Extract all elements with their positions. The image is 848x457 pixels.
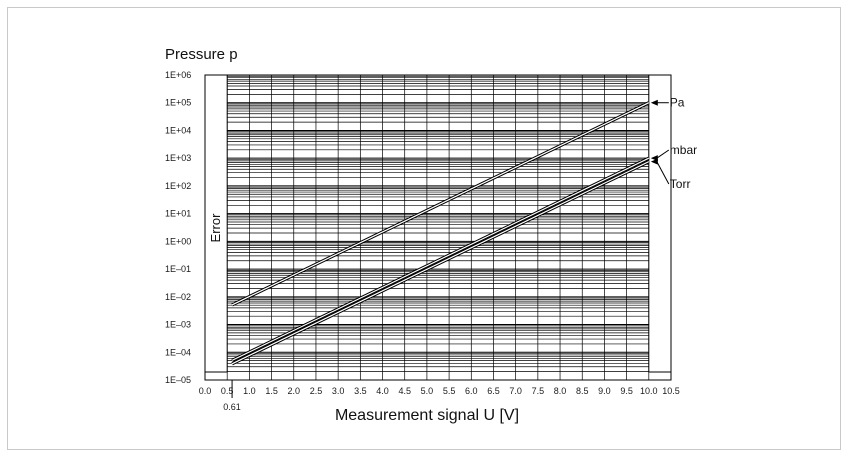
x-tick-label: 5.5 [443, 386, 456, 396]
x-tick-label: 1.0 [243, 386, 256, 396]
x-tick-label: 2.5 [310, 386, 323, 396]
x-tick-label: 7.0 [509, 386, 522, 396]
series-label-torr: Torr [670, 177, 691, 191]
series-labels: Pa mbar Torr [650, 96, 697, 191]
series-line-torr-inner [231, 161, 650, 365]
x-tick-label: 5.0 [421, 386, 434, 396]
series-label-mbar: mbar [670, 143, 697, 157]
series-line-mbar-inner [231, 157, 650, 361]
series-pointer-torr [656, 161, 670, 185]
x-tick-label: 0.0 [199, 386, 212, 396]
grid-lines [204, 74, 672, 381]
x-tick-label: 4.5 [398, 386, 411, 396]
x-tick-label: 7.5 [532, 386, 545, 396]
x-tick-labels: 0.0 0.5 1.0 1.5 2.0 2.5 3.0 3.5 4.0 4.5 5.0 5.5 6.0 6… [199, 380, 680, 412]
x-tick-label: 9.0 [598, 386, 611, 396]
y-tick-label: 1E+00 [165, 236, 191, 246]
y-tick-label: 1E–01 [165, 264, 191, 274]
x-tick-label: 4.0 [376, 386, 389, 396]
error-region [648, 74, 672, 373]
x-tick-label: 8.0 [554, 386, 567, 396]
x-tick-label: 8.5 [576, 386, 589, 396]
series-label-pa: Pa [670, 96, 685, 110]
x-tick-label: 10.0 [640, 386, 658, 396]
x-tick-label: 6.0 [465, 386, 478, 396]
error-regions: Error [204, 74, 672, 373]
x-tick-label: 10.5 [662, 386, 680, 396]
plot-border [204, 74, 672, 381]
x-tick-label: 9.5 [620, 386, 633, 396]
chart-title: Pressure p [165, 46, 238, 63]
y-tick-label: 1E–05 [165, 375, 191, 385]
x-marker-label: 0.61 [223, 402, 241, 412]
x-tick-label: 1.5 [265, 386, 278, 396]
y-tick-label: 1E+01 [165, 209, 191, 219]
x-tick-label: 0.5 [221, 386, 234, 396]
y-tick-label: 1E–02 [165, 292, 191, 302]
error-label: Error [208, 213, 223, 243]
x-tick-label: 3.0 [332, 386, 345, 396]
y-tick-label: 1E+04 [165, 125, 191, 135]
y-tick-label: 1E+05 [165, 98, 191, 108]
x-axis-title: Measurement signal U [V] [335, 407, 519, 424]
y-tick-label: 1E–03 [165, 320, 191, 330]
y-tick-labels: 1E+06 1E+05 1E+04 1E+03 1E+02 1E+01 1E+00 1E–01… [165, 70, 191, 385]
x-tick-label: 3.5 [354, 386, 367, 396]
x-tick-label: 2.0 [288, 386, 301, 396]
series-arrow-torr [650, 158, 658, 165]
series-lines [231, 101, 650, 366]
error-region [204, 74, 228, 373]
y-tick-label: 1E+02 [165, 181, 191, 191]
y-tick-label: 1E+06 [165, 70, 191, 80]
y-tick-label: 1E–04 [165, 347, 191, 357]
x-tick-label: 6.5 [487, 386, 500, 396]
series-line-pa-inner [231, 102, 650, 306]
series-arrow-pa [650, 99, 658, 106]
series-pointer-mbar [656, 149, 670, 159]
y-tick-label: 1E+03 [165, 153, 191, 163]
